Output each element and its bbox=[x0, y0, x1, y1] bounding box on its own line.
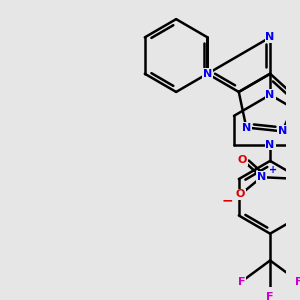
Text: F: F bbox=[266, 292, 274, 300]
Text: F: F bbox=[238, 277, 245, 286]
Text: −: − bbox=[221, 193, 233, 207]
Text: N: N bbox=[266, 32, 275, 42]
Text: N: N bbox=[266, 140, 275, 150]
Text: F: F bbox=[295, 277, 300, 286]
Text: +: + bbox=[269, 164, 277, 175]
Text: N: N bbox=[278, 126, 287, 136]
Text: O: O bbox=[236, 189, 245, 200]
Text: N: N bbox=[257, 172, 266, 182]
Text: N: N bbox=[266, 90, 275, 100]
Text: N: N bbox=[242, 122, 251, 133]
Text: N: N bbox=[203, 69, 212, 79]
Text: O: O bbox=[238, 155, 247, 165]
